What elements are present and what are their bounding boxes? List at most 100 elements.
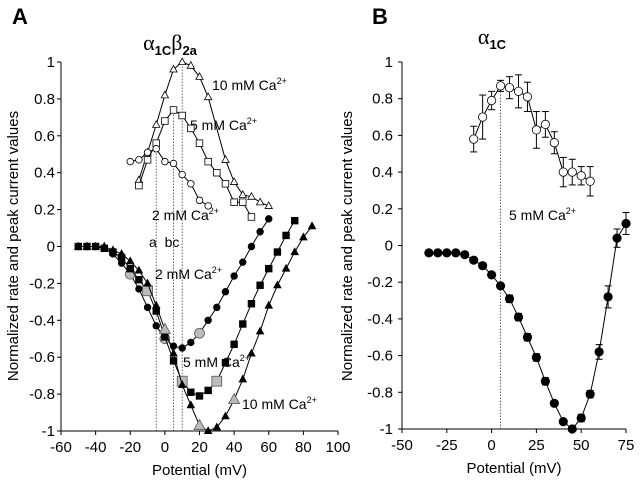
data-point — [178, 111, 186, 120]
data-point — [558, 167, 568, 177]
data-point — [247, 213, 256, 221]
title-part: α — [143, 30, 155, 55]
data-point — [143, 303, 152, 312]
x-tick-label: 50 — [573, 437, 590, 454]
data-point — [230, 272, 238, 280]
data-point — [221, 154, 230, 163]
reference-line-labels: a bc — [149, 234, 179, 250]
data-point — [126, 264, 134, 273]
annotation-text: 2 mM Ca — [152, 207, 209, 223]
data-point — [193, 418, 206, 430]
data-point — [169, 348, 178, 357]
series-annotation: 2 mM Ca2+ — [152, 206, 219, 223]
data-point — [195, 392, 204, 400]
data-point — [135, 276, 143, 284]
data-point — [513, 312, 524, 322]
data-point — [151, 300, 161, 309]
data-point — [221, 180, 230, 188]
data-point — [161, 117, 169, 125]
data-point — [247, 348, 256, 357]
data-point — [161, 157, 169, 166]
data-point — [229, 177, 239, 185]
data-point — [187, 338, 195, 347]
data-point — [522, 92, 533, 102]
data-point — [603, 292, 613, 302]
y-tick-label: 0.8 — [34, 91, 55, 108]
data-point — [152, 322, 160, 330]
data-point — [549, 398, 559, 408]
series-annotation: 10 mM Ca2+ — [212, 76, 287, 93]
data-point — [204, 157, 212, 166]
data-point — [187, 124, 195, 133]
data-point — [187, 180, 195, 188]
data-point — [504, 83, 515, 93]
data-point — [117, 249, 126, 257]
series-filled-triangle — [74, 221, 317, 435]
data-point — [74, 241, 83, 250]
y-tick-label: -1 — [42, 423, 55, 440]
data-point — [228, 392, 241, 404]
data-point — [230, 340, 238, 348]
data-point — [195, 71, 204, 80]
data-point — [433, 248, 443, 258]
data-point — [273, 248, 282, 256]
data-point — [486, 270, 497, 280]
data-point — [486, 95, 497, 106]
data-point — [151, 119, 161, 128]
y-tick-label: -0.8 — [29, 386, 55, 403]
annotation-superscript: 2+ — [240, 353, 250, 363]
y-tick-label: 0 — [385, 238, 393, 255]
y-tick-label: -0.2 — [367, 274, 393, 291]
data-point — [282, 231, 290, 240]
data-point — [291, 216, 299, 225]
data-point — [99, 241, 109, 250]
title-part: α — [478, 24, 490, 49]
data-point — [238, 374, 248, 383]
annotation-text: 5 mM Ca — [190, 117, 247, 133]
data-point — [204, 386, 212, 395]
title-part: 2a — [182, 43, 197, 58]
data-point — [247, 242, 256, 251]
data-point — [558, 417, 568, 427]
y-axis-label: Normalized rate and peak current values — [5, 111, 22, 381]
series-open-square — [135, 106, 256, 221]
data-point — [256, 281, 264, 289]
series-open-circle — [126, 145, 212, 210]
y-tick-label: 1 — [385, 54, 393, 71]
data-point — [273, 280, 282, 289]
series-line — [130, 148, 209, 207]
x-tick-label: 40 — [226, 439, 243, 456]
y-tick-label: 0.4 — [372, 164, 393, 181]
x-tick-label: 0 — [487, 437, 495, 454]
y-tick-label: 0.6 — [372, 127, 393, 144]
data-point — [143, 278, 152, 287]
y-tick-label: -0.4 — [29, 312, 55, 329]
y-tick-label: 0.2 — [34, 202, 55, 219]
data-point — [186, 400, 196, 409]
data-point — [540, 376, 550, 386]
data-point — [460, 250, 470, 260]
data-point — [621, 218, 631, 229]
annotation-superscript: 2+ — [212, 265, 222, 275]
data-point — [142, 285, 153, 297]
data-point — [495, 81, 506, 91]
data-point — [177, 57, 187, 66]
y-tick-label: -0.4 — [367, 311, 393, 328]
series-annotation: 2 mM Ca2+ — [155, 265, 222, 282]
data-point — [290, 247, 300, 256]
data-point — [576, 171, 586, 181]
y-tick-label: -0.6 — [367, 348, 393, 365]
panel-label: A — [12, 4, 28, 29]
series-annotation: 5 mM Ca2+ — [509, 206, 576, 223]
x-tick-label: 75 — [618, 437, 635, 454]
data-point — [178, 170, 186, 179]
data-point — [230, 198, 238, 206]
y-tick-label: -0.2 — [29, 275, 55, 292]
data-point — [247, 191, 256, 200]
data-point — [594, 347, 604, 357]
annotation-superscript: 2+ — [277, 76, 287, 86]
panel-title: α1Cβ2a — [143, 30, 198, 58]
data-point — [178, 344, 186, 352]
series-line — [78, 225, 313, 432]
x-axis-label: Potential (mV) — [152, 462, 247, 479]
